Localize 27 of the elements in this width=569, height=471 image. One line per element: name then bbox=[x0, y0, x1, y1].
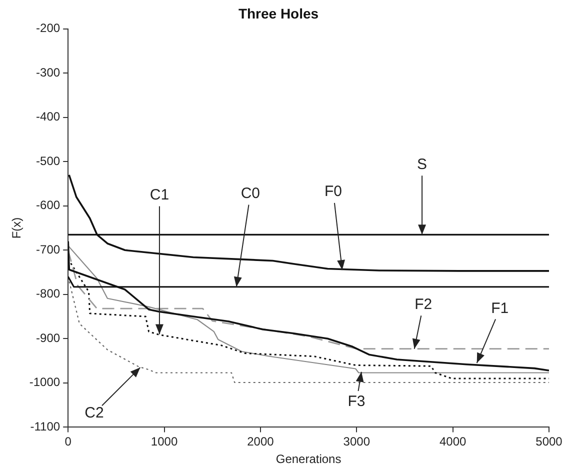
x-tick-label: 4000 bbox=[439, 434, 466, 449]
y-tick-label: -500 bbox=[36, 154, 60, 168]
annotation: C1 bbox=[150, 186, 170, 204]
x-tick-label: 3000 bbox=[343, 434, 370, 449]
y-tick-label: -900 bbox=[36, 330, 60, 345]
y-axis-title: F(x) bbox=[10, 217, 24, 239]
x-tick-label: 2000 bbox=[247, 434, 274, 449]
annotation: C0 bbox=[240, 185, 260, 202]
annotation: C2 bbox=[84, 404, 104, 422]
x-tick-label: 0 bbox=[64, 434, 72, 449]
y-tick-label: -600 bbox=[36, 198, 60, 212]
y-tick-label: -200 bbox=[36, 21, 60, 36]
y-tick-label: -800 bbox=[36, 286, 60, 301]
annotation: F2 bbox=[414, 296, 432, 313]
annotation: F0 bbox=[324, 183, 342, 200]
y-tick-label: -1000 bbox=[29, 375, 60, 390]
y-tick-label: -300 bbox=[36, 65, 60, 80]
y-tick-label: -700 bbox=[36, 242, 60, 256]
annotation: F3 bbox=[348, 393, 366, 410]
annotation: F1 bbox=[491, 300, 509, 318]
x-axis-title: Generations bbox=[276, 452, 342, 466]
y-tick-label: -400 bbox=[36, 110, 60, 124]
chart-title: Three Holes bbox=[238, 5, 319, 22]
x-tick-label: 1000 bbox=[150, 434, 178, 449]
annotation: S bbox=[417, 156, 428, 173]
y-tick-label: -1100 bbox=[30, 420, 60, 434]
x-tick-label: 5000 bbox=[536, 434, 563, 449]
